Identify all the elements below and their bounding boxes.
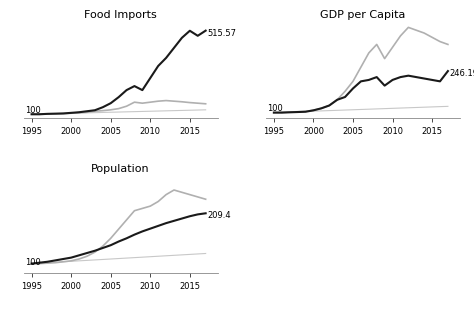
Text: 209.4: 209.4 [207,210,231,219]
Text: 246.19: 246.19 [449,69,474,78]
Text: 100: 100 [25,258,41,267]
Text: 100: 100 [25,106,41,115]
Text: 100: 100 [267,104,283,113]
Title: Population: Population [91,164,150,174]
Title: GDP per Capita: GDP per Capita [320,10,406,20]
Title: Food Imports: Food Imports [84,10,157,20]
Text: 515.57: 515.57 [207,29,236,38]
